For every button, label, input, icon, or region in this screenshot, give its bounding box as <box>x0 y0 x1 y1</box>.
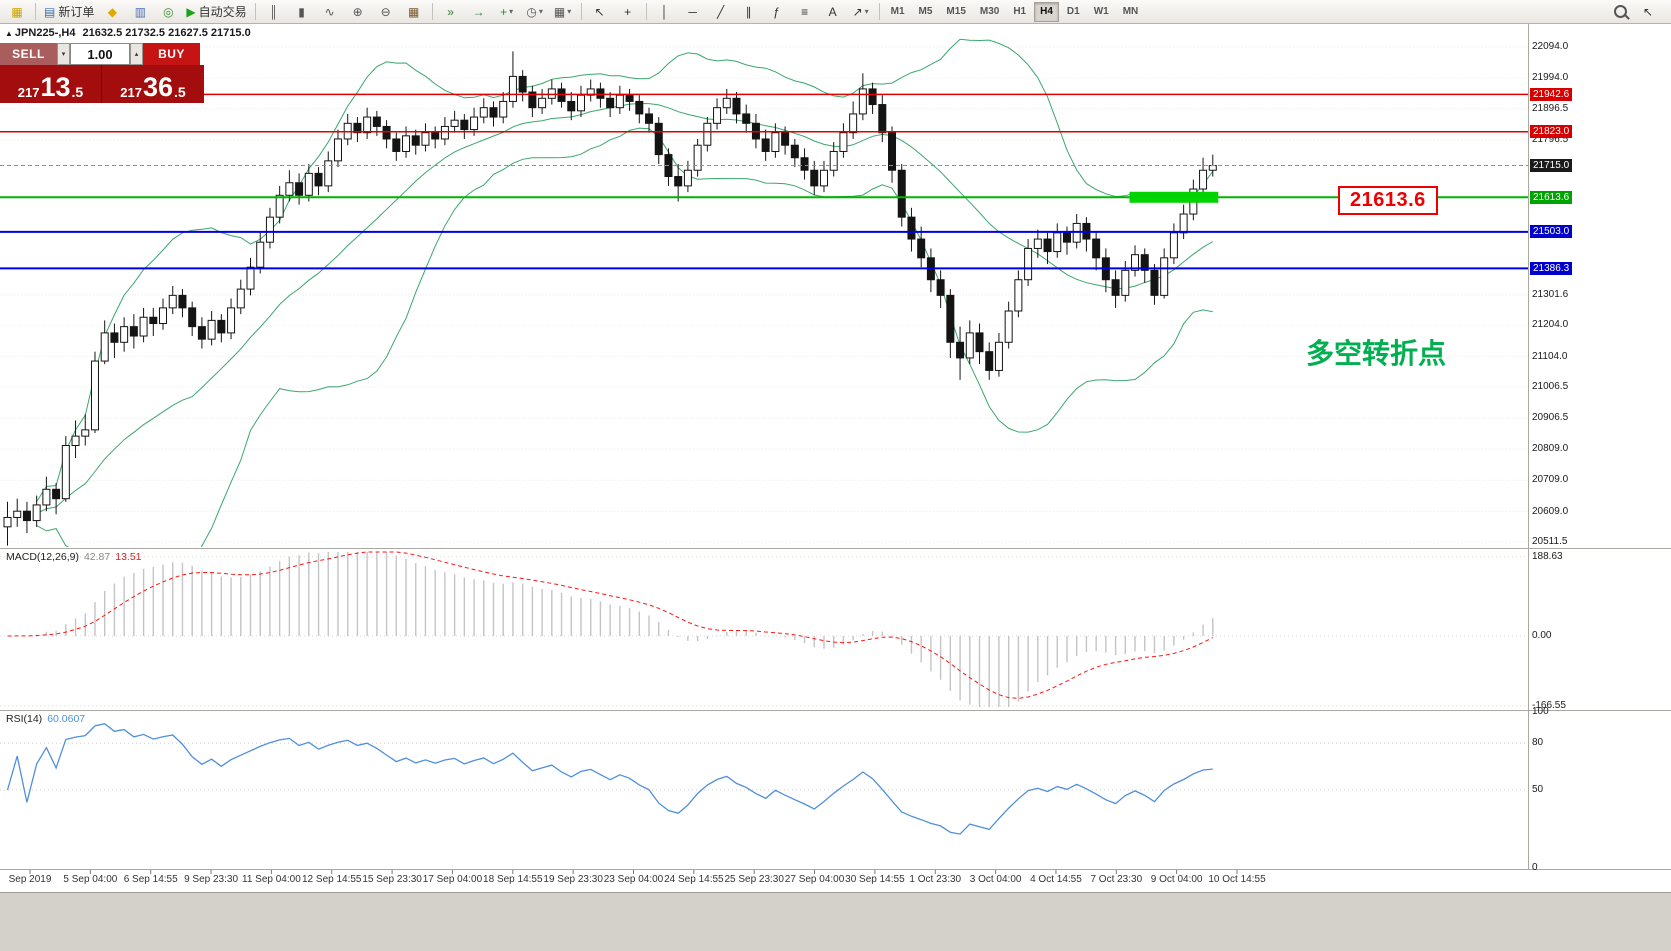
macd-main-value: 42.87 <box>83 551 111 563</box>
timeframe-m15[interactable]: M15 <box>946 6 966 17</box>
zoom-in-icon[interactable]: ⊕ <box>352 4 363 19</box>
status-strip <box>0 892 1671 951</box>
autotrading-button[interactable]: ▶ 自动交易 <box>186 4 247 19</box>
volume-decrease-button[interactable]: ▾ <box>57 43 70 65</box>
crosshair-tool-icon[interactable]: + <box>624 4 632 19</box>
trendline-tool-icon[interactable]: ╱ <box>716 4 725 19</box>
rsi-title: RSI(14) <box>6 713 43 725</box>
toolbar-separator <box>580 3 582 20</box>
timeframe-m5[interactable]: M5 <box>918 6 933 17</box>
macd-grid <box>0 556 1528 707</box>
toolbar-right-group: ↖ <box>1606 1 1662 23</box>
bollinger-lower <box>36 127 1213 547</box>
macd-title: MACD(12,26,9) <box>6 551 79 563</box>
channel-tool-icon[interactable]: ∥ <box>745 4 752 19</box>
symbol-title: JPN225-,H4 <box>14 27 76 39</box>
bid-price: 217 13.5 <box>0 65 102 103</box>
bars-chart-icon[interactable]: ║ <box>269 4 278 19</box>
chart-ohlc-readout: ▲ JPN225-,H4 21632.5 21732.5 21627.5 21715… <box>5 27 251 39</box>
arrows-tool-icon[interactable]: ↗ ▾ <box>852 4 869 19</box>
timeframe-m1[interactable]: M1 <box>890 6 905 17</box>
volume-input[interactable] <box>70 43 130 65</box>
ask-big-digits: 36 <box>142 72 174 103</box>
bollinger-bands <box>36 38 1214 547</box>
bollinger-upper <box>36 38 1214 502</box>
symbol-marker-icon: ▲ <box>5 29 13 38</box>
toolbar-separator <box>254 3 256 20</box>
horizontal-line-tool-icon[interactable]: ─ <box>688 4 697 19</box>
macd-indicator-label: MACD(12,26,9) 42.87 13.51 <box>6 551 147 563</box>
macd-histogram <box>16 552 1214 707</box>
toolbar-separator <box>431 3 433 20</box>
pivot-note-text[interactable]: 多空转折点 <box>1306 338 1447 369</box>
candles <box>3 51 1217 546</box>
templates-button[interactable]: ▦ ▾ <box>553 4 572 19</box>
periods-button[interactable]: ◷ ▾ <box>526 4 543 19</box>
timeframe-w1[interactable]: W1 <box>1093 6 1109 17</box>
timeframe-d1[interactable]: D1 <box>1066 6 1080 17</box>
ask-price: 217 36.5 <box>102 65 204 103</box>
add-indicator-button[interactable]: + ▾ <box>500 4 514 19</box>
buy-button[interactable]: BUY <box>143 43 200 65</box>
rsi-indicator-label: RSI(14) 60.0607 <box>6 713 90 725</box>
sell-button[interactable]: SELL <box>0 43 57 65</box>
search-icon[interactable] <box>1607 1 1633 23</box>
toolbar-separator <box>645 3 647 20</box>
shapes-tool-icon[interactable]: ≡ <box>801 4 809 19</box>
cursor-tool-icon[interactable]: ↖ <box>594 4 605 19</box>
tile-windows-icon[interactable]: ▦ <box>407 4 420 19</box>
pivot-price-callout[interactable]: 21613.6 <box>1338 186 1438 215</box>
main-grid <box>0 46 1528 543</box>
macd-signal-line <box>7 551 1214 699</box>
ask-prefix: 217 <box>120 85 142 100</box>
volume-increase-button[interactable]: ▴ <box>130 43 143 65</box>
bollinger-middle <box>36 102 1214 514</box>
market-watch-icon[interactable]: ▥ <box>134 4 147 19</box>
text-tool-icon[interactable]: A <box>828 4 837 19</box>
time-axis-ticks[interactable] <box>29 870 1238 874</box>
app-icon: ▦ <box>11 4 23 19</box>
candlestick-chart-icon[interactable]: ▮ <box>298 4 305 19</box>
pivot-highlight-bar[interactable] <box>1129 191 1219 203</box>
metaeditor-icon[interactable]: ◆ <box>107 4 117 19</box>
rsi-grid <box>0 742 1528 791</box>
bid-decimal: .5 <box>71 84 84 100</box>
trade-panel-quotes: 217 13.5 217 36.5 <box>0 65 204 103</box>
timeframe-h1[interactable]: H1 <box>1013 6 1027 17</box>
fibonacci-tool-icon[interactable]: ƒ <box>773 4 780 19</box>
macd-signal-value: 13.51 <box>115 551 142 563</box>
vertical-line-tool-icon[interactable]: │ <box>660 4 669 19</box>
symbol-ohlc-values: 21632.5 21732.5 21627.5 21715.0 <box>82 27 251 39</box>
new-order-button[interactable]: ▤ 新订单 <box>44 4 95 19</box>
bid-big-digits: 13 <box>40 72 71 103</box>
auto-scroll-icon[interactable]: » <box>447 4 454 19</box>
trade-panel-controls: SELL ▾ ▴ BUY <box>0 43 204 65</box>
main-toolbar: ▦ ▤ 新订单 ◆ ▥ ◎ ▶ 自动交易 ║ ▮ ∿ ⊕ ⊖ ▦ » → + ▾ ◷ ▾ ▦ ▾ ↖ + │ ─ ╱ ∥ ƒ ≡ A ↗ ▾ M1… <box>0 0 1671 24</box>
panel-separators[interactable] <box>0 24 1671 870</box>
toolbar-separator <box>878 3 880 20</box>
horizontal-levels[interactable] <box>0 93 1528 270</box>
timeframe-m30[interactable]: M30 <box>979 6 1000 17</box>
timeframe-h4[interactable]: H4 <box>1034 1 1059 22</box>
line-chart-icon[interactable]: ∿ <box>324 4 335 19</box>
chart-shift-icon[interactable]: → <box>472 4 485 19</box>
zoom-out-icon[interactable]: ⊖ <box>380 4 391 19</box>
pointer-icon[interactable]: ↖ <box>1642 4 1654 19</box>
timeframe-mn[interactable]: MN <box>1122 6 1139 17</box>
toolbar-separator <box>35 3 36 20</box>
ask-decimal: .5 <box>174 84 186 100</box>
data-window-icon[interactable]: ◎ <box>163 4 174 19</box>
rsi-line <box>6 722 1213 835</box>
rsi-value: 60.0607 <box>47 713 86 725</box>
bid-prefix: 217 <box>17 85 40 100</box>
